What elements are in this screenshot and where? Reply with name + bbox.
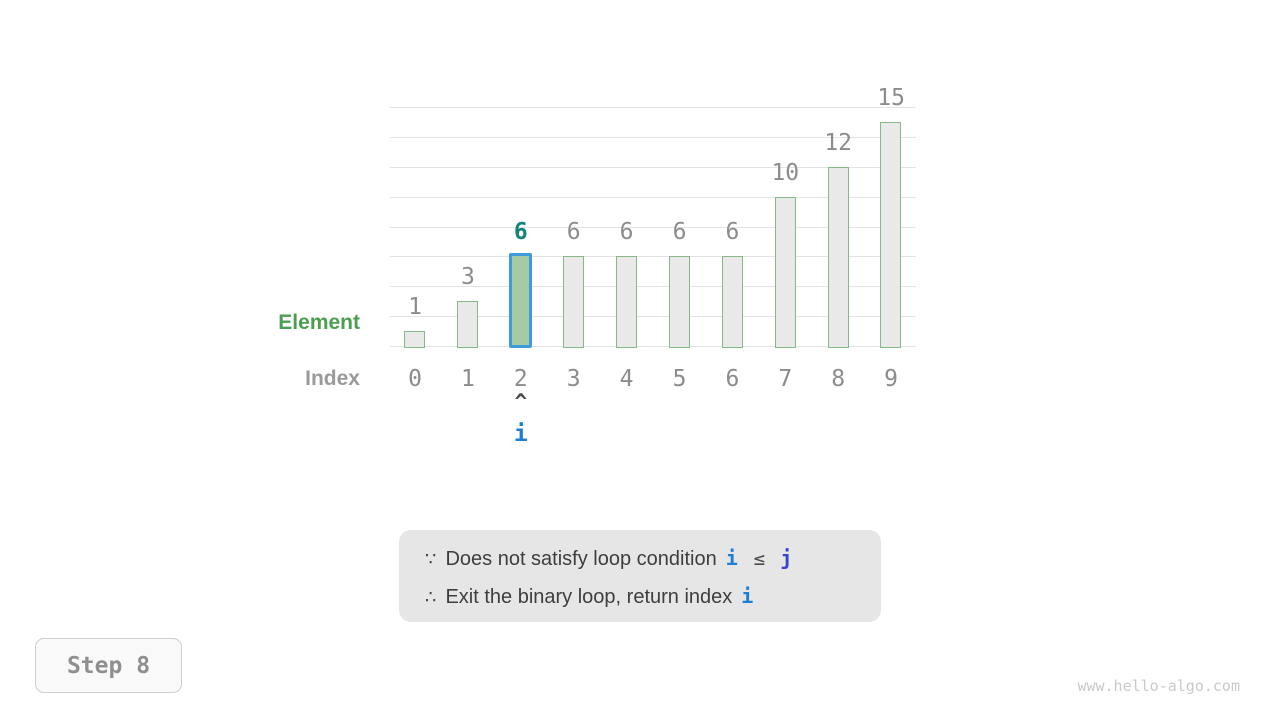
bar bbox=[457, 301, 479, 348]
note-line-2: ∴ Exit the binary loop, return index i bbox=[425, 578, 881, 616]
bar bbox=[880, 121, 902, 348]
index-label: 1 bbox=[460, 366, 475, 392]
bar-value-label: 3 bbox=[460, 264, 475, 291]
pointer-caret-icon: ^ bbox=[514, 390, 528, 414]
bar-value-label: 1 bbox=[408, 294, 422, 321]
variable-i: i bbox=[741, 584, 754, 608]
bar-value-label: 6 bbox=[566, 219, 581, 246]
x-axis-title: Index bbox=[305, 367, 360, 390]
variable-j: j bbox=[780, 546, 793, 570]
gridline bbox=[390, 166, 916, 168]
gridline bbox=[390, 256, 916, 258]
bar-value-label: 12 bbox=[824, 129, 853, 156]
bar bbox=[827, 166, 849, 348]
gridline bbox=[390, 107, 916, 108]
gridline bbox=[390, 196, 916, 198]
bar-value-label: 6 bbox=[619, 219, 634, 246]
index-label: 3 bbox=[566, 366, 581, 392]
note-line-2-text: Exit the binary loop, return index bbox=[445, 586, 733, 608]
index-label: 2 bbox=[513, 366, 528, 392]
watermark: www.hello-algo.com bbox=[1077, 677, 1240, 695]
gridline bbox=[390, 316, 916, 318]
bar-value-label: 6 bbox=[672, 219, 687, 246]
index-label: 6 bbox=[725, 366, 740, 392]
bar-value-label: 6 bbox=[513, 219, 528, 246]
gridline bbox=[390, 136, 916, 138]
gridline bbox=[390, 346, 916, 347]
index-label: 5 bbox=[672, 366, 687, 392]
step-badge-label: Step 8 bbox=[66, 652, 151, 679]
y-axis-title: Element bbox=[278, 311, 360, 334]
bar bbox=[774, 196, 796, 348]
because-symbol: ∵ bbox=[425, 549, 437, 570]
step-badge: Step 8 bbox=[35, 638, 182, 693]
pointer-i-label: i bbox=[513, 421, 528, 447]
gridline bbox=[390, 286, 916, 288]
index-label: 9 bbox=[884, 366, 899, 392]
variable-i: i bbox=[725, 546, 738, 570]
bar bbox=[721, 256, 743, 348]
index-label: 7 bbox=[778, 366, 793, 392]
index-label: 4 bbox=[619, 366, 634, 392]
bar-highlighted bbox=[508, 252, 532, 349]
explanation-box: ∵ Does not satisfy loop condition i ≤ j ∴ Exi… bbox=[399, 530, 881, 622]
gridline bbox=[390, 226, 916, 228]
less-equal-operator: ≤ bbox=[753, 548, 766, 570]
bar-value-label: 10 bbox=[771, 159, 800, 186]
index-label: 8 bbox=[831, 366, 846, 392]
note-line-1: ∵ Does not satisfy loop condition i ≤ j bbox=[425, 540, 881, 578]
therefore-symbol: ∴ bbox=[425, 587, 437, 608]
bar bbox=[563, 256, 584, 348]
bar-value-label: 15 bbox=[877, 84, 905, 111]
bar bbox=[404, 331, 426, 348]
note-line-1-text: Does not satisfy loop condition bbox=[445, 548, 717, 570]
bar bbox=[615, 256, 637, 348]
bar-value-label: 6 bbox=[725, 219, 740, 246]
bar bbox=[668, 256, 690, 348]
index-label: 0 bbox=[408, 366, 422, 392]
